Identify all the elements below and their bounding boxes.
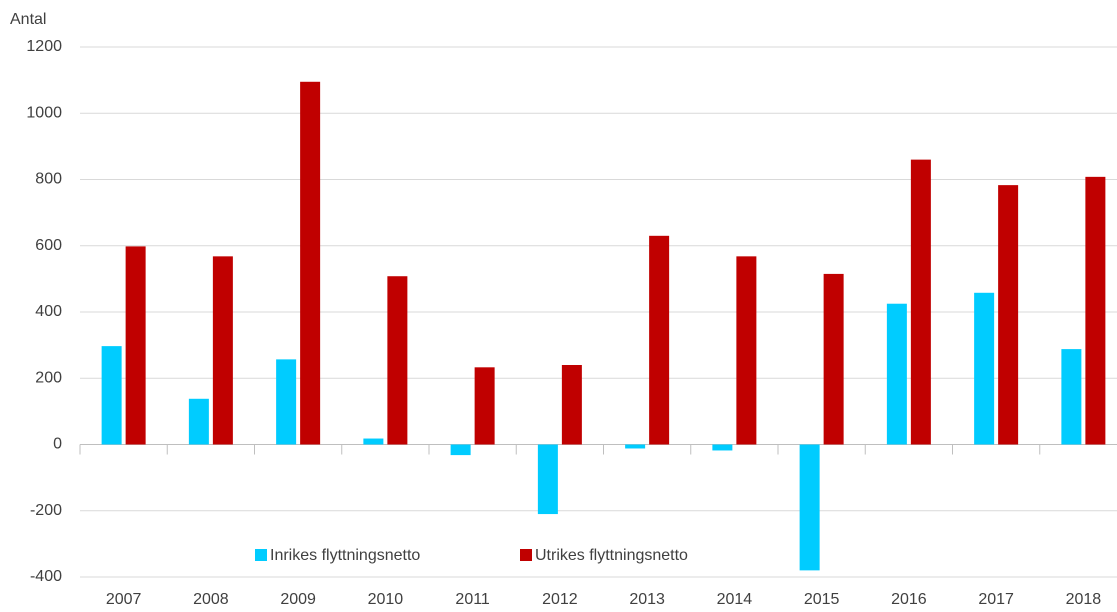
bar xyxy=(886,303,907,445)
y-tick-label: 0 xyxy=(53,436,62,453)
x-tick-label: 2017 xyxy=(978,591,1014,608)
bar xyxy=(1061,349,1082,445)
y-tick-label: 1200 xyxy=(26,38,62,55)
x-tick-label: 2008 xyxy=(193,591,229,608)
y-tick-label: 1000 xyxy=(26,104,62,121)
bar xyxy=(450,444,471,456)
bar xyxy=(300,81,321,445)
bar xyxy=(276,359,297,445)
y-axis-label: Antal xyxy=(10,11,46,28)
y-tick-label: 400 xyxy=(35,303,62,320)
bar xyxy=(910,159,931,445)
legend-swatch xyxy=(255,549,267,561)
x-tick-label: 2010 xyxy=(368,591,404,608)
bar xyxy=(363,438,384,445)
bar xyxy=(736,256,757,445)
x-tick-label: 2012 xyxy=(542,591,578,608)
bar xyxy=(188,398,209,445)
legend-swatch xyxy=(520,549,532,561)
y-tick-label: -200 xyxy=(30,502,62,519)
bar xyxy=(101,346,122,445)
bar xyxy=(998,185,1019,445)
x-tick-label: 2013 xyxy=(629,591,665,608)
legend-label: Inrikes flyttningsnetto xyxy=(270,547,420,564)
bar xyxy=(799,444,820,571)
x-tick-label: 2016 xyxy=(891,591,927,608)
x-tick-label: 2009 xyxy=(280,591,316,608)
bar xyxy=(561,365,582,445)
y-tick-label: 600 xyxy=(35,237,62,254)
bar xyxy=(625,444,646,449)
x-tick-label: 2007 xyxy=(106,591,142,608)
y-tick-label: 800 xyxy=(35,171,62,188)
y-tick-label: -400 xyxy=(30,568,62,585)
bar xyxy=(125,246,146,445)
x-tick-label: 2011 xyxy=(455,591,490,608)
bar xyxy=(212,256,233,445)
bar xyxy=(1085,176,1106,445)
legend-label: Utrikes flyttningsnetto xyxy=(535,547,688,564)
x-tick-label: 2014 xyxy=(717,591,753,608)
bar xyxy=(387,276,408,445)
bar xyxy=(474,367,495,445)
bar xyxy=(823,273,844,445)
bar xyxy=(537,444,558,515)
bar xyxy=(712,444,733,451)
bar xyxy=(974,292,995,445)
y-tick-label: 200 xyxy=(35,369,62,386)
x-tick-label: 2018 xyxy=(1066,591,1102,608)
x-tick-label: 2015 xyxy=(804,591,840,608)
bar xyxy=(649,235,670,445)
